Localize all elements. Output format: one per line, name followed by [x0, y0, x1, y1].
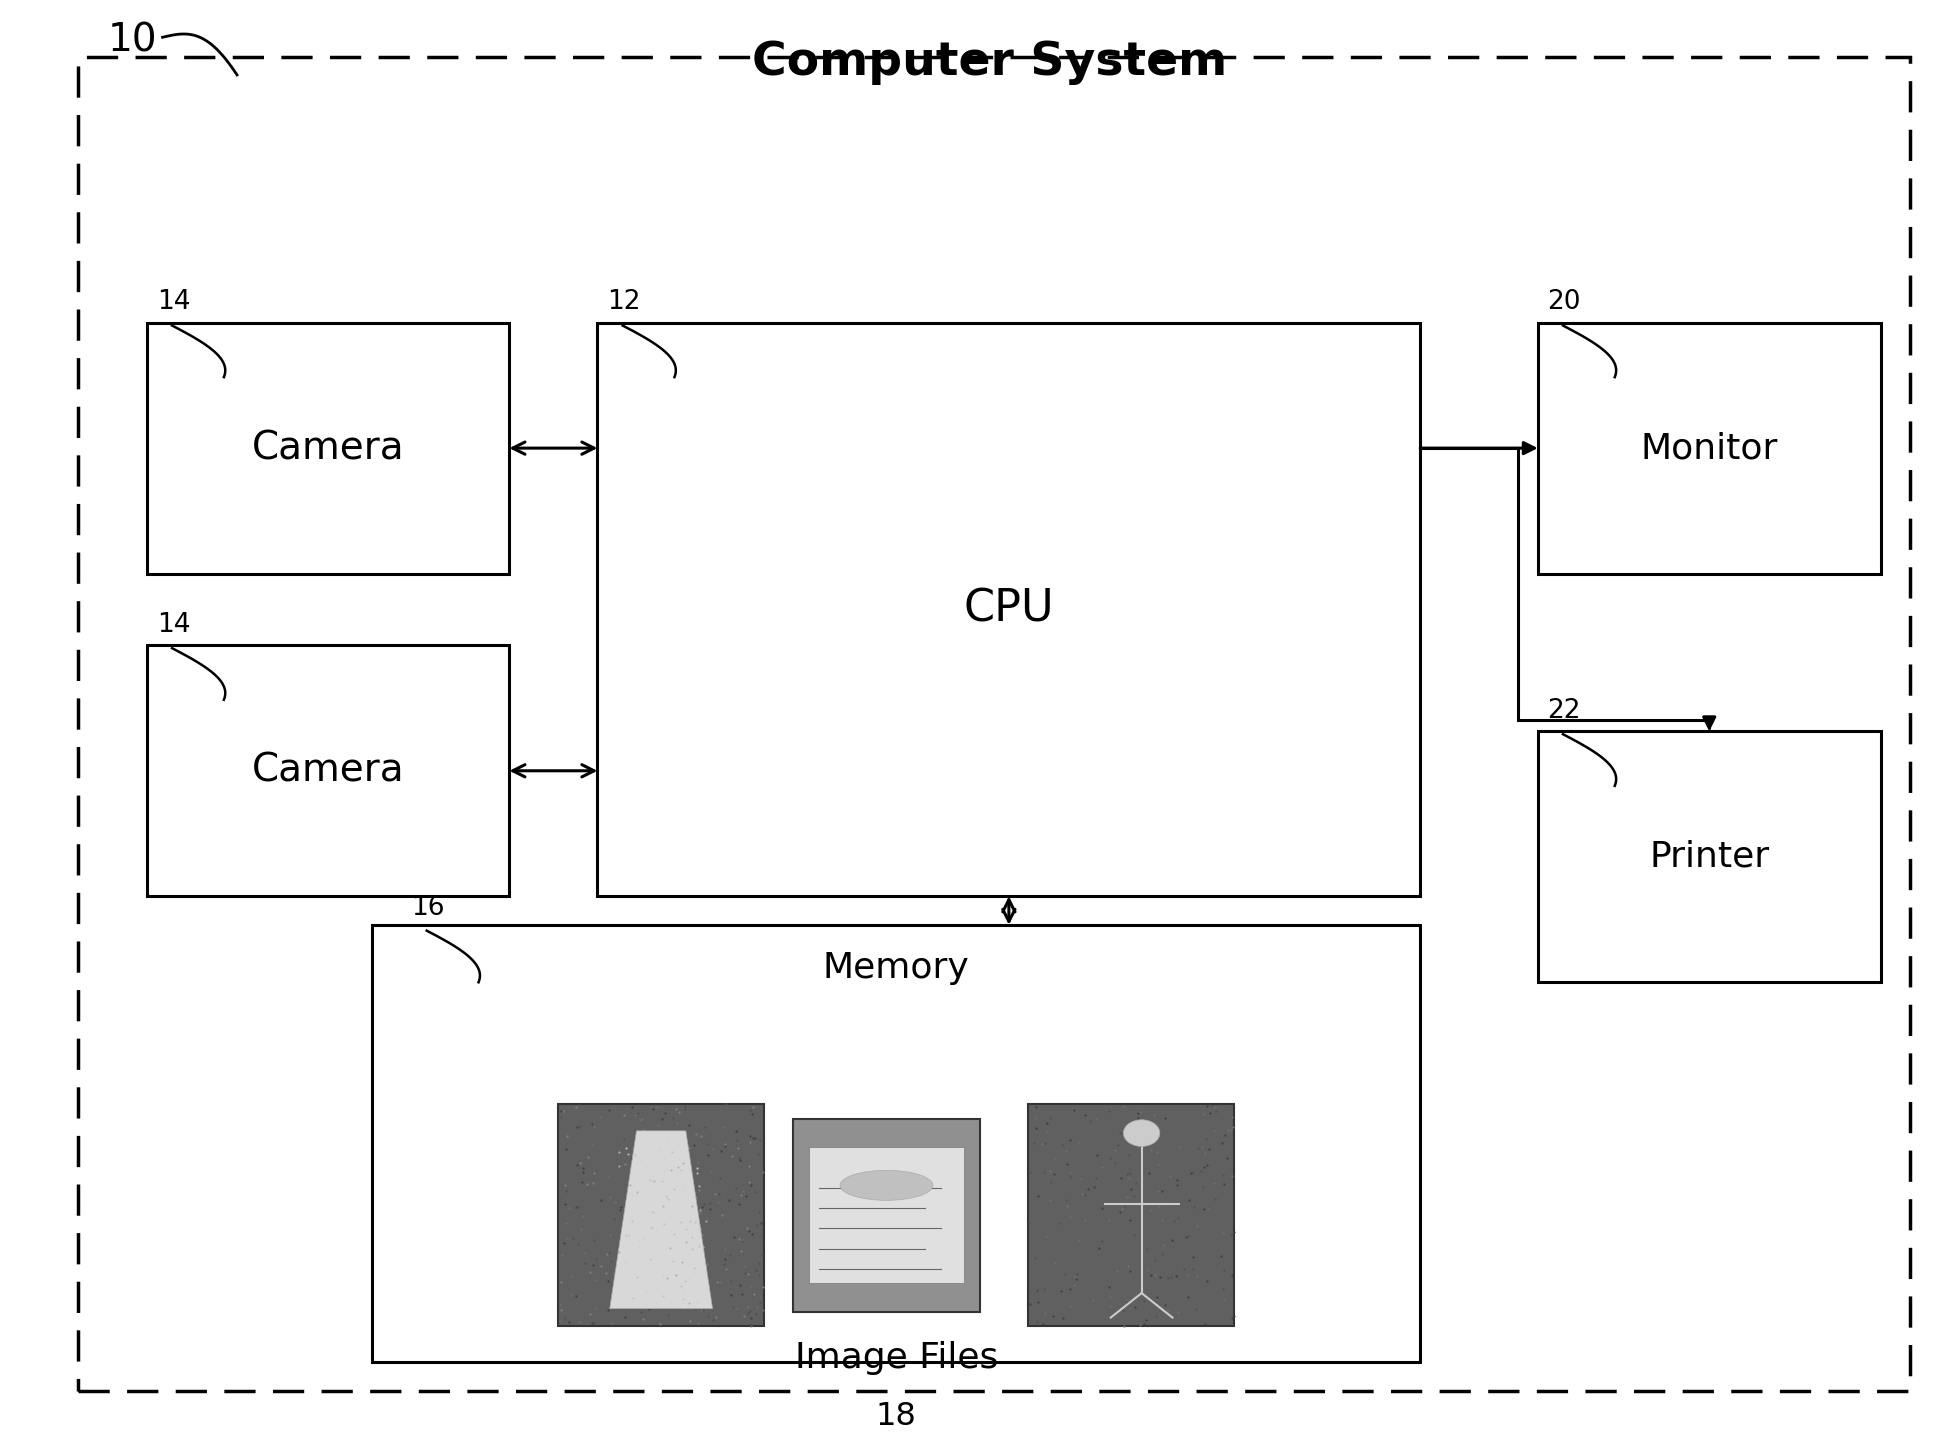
- Text: 20: 20: [1548, 290, 1581, 315]
- Text: Computer System: Computer System: [752, 40, 1226, 85]
- Text: 18: 18: [876, 1401, 917, 1433]
- Text: Camera: Camera: [253, 429, 404, 467]
- Bar: [793, 1119, 980, 1312]
- Text: CPU: CPU: [964, 588, 1054, 631]
- Text: Image Files: Image Files: [795, 1341, 997, 1375]
- Bar: [147, 323, 509, 574]
- Circle shape: [1123, 1120, 1160, 1146]
- Bar: [597, 323, 1420, 896]
- Bar: [809, 1147, 964, 1283]
- Text: 14: 14: [157, 290, 190, 315]
- Polygon shape: [609, 1131, 713, 1309]
- Text: 14: 14: [157, 612, 190, 638]
- Text: Camera: Camera: [253, 751, 404, 790]
- Text: Monitor: Monitor: [1640, 432, 1779, 465]
- Bar: [147, 645, 509, 896]
- Text: 22: 22: [1548, 698, 1581, 724]
- Text: 10: 10: [108, 22, 157, 59]
- Bar: [1538, 323, 1881, 574]
- Bar: [372, 925, 1420, 1362]
- Bar: [558, 1104, 764, 1326]
- Text: Memory: Memory: [823, 951, 970, 985]
- Ellipse shape: [840, 1170, 932, 1200]
- Text: Printer: Printer: [1649, 840, 1769, 873]
- Bar: [1538, 731, 1881, 982]
- Text: 16: 16: [411, 895, 445, 921]
- Bar: [1028, 1104, 1234, 1326]
- Text: 12: 12: [607, 290, 641, 315]
